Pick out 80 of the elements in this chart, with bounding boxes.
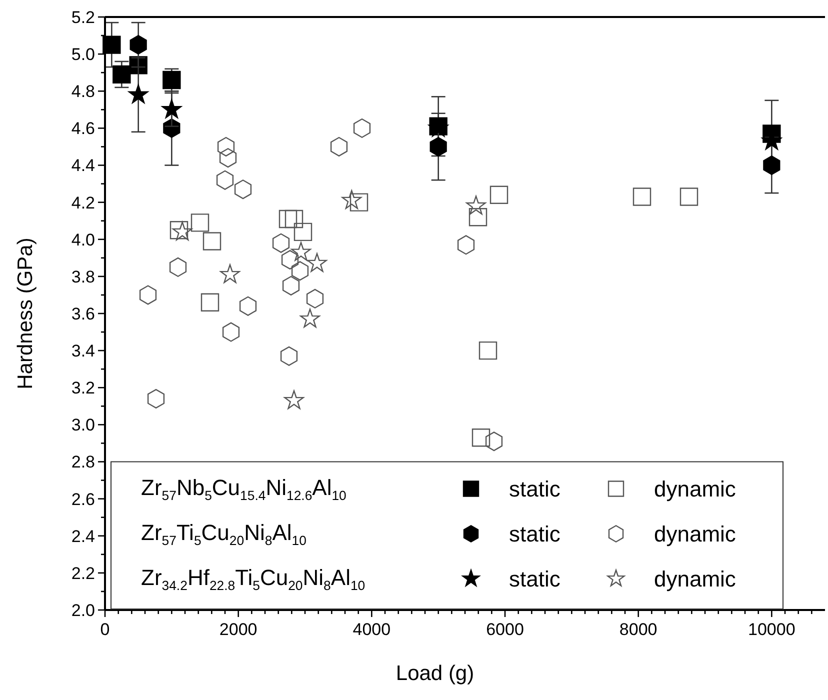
y-tick-label: 2.0 [71,600,95,620]
y-tick-label: 2.2 [71,564,95,583]
point [294,222,312,242]
point [284,210,304,228]
point [162,99,182,118]
x-tick-label: 4000 [352,620,391,639]
x-tick-label: 10000 [748,620,796,639]
point [272,233,290,253]
point [220,264,240,284]
point [300,308,320,328]
point [291,242,311,261]
point [468,208,488,226]
point [139,285,157,305]
legend-label: static [509,521,560,546]
point [284,390,304,410]
legend-label: dynamic [654,521,736,546]
point [342,190,362,209]
legend-label: static [509,476,560,502]
point [112,65,131,84]
y-tick-label: 2.6 [71,490,95,509]
point [219,148,237,168]
point [478,341,498,360]
y-tick-label: 3.2 [71,378,95,398]
point [128,84,148,104]
point [190,214,210,232]
point [102,36,121,54]
point [291,261,309,281]
point [306,288,324,308]
y-tick-label: 2.8 [71,452,95,472]
point [763,155,780,176]
y-tick-label: 3.8 [71,267,95,286]
point [280,346,298,366]
y-tick-label: 3.0 [71,416,95,435]
y-tick-label: 4.4 [71,156,95,176]
point [632,188,652,206]
y-tick-label: 4.2 [71,193,95,212]
y-tick-label: 4.8 [71,82,95,102]
point [147,388,165,409]
point [353,118,371,138]
x-tick-label: 2000 [219,620,258,639]
y-tick-label: 4.6 [71,119,95,138]
legend-label: dynamic [654,566,736,592]
point [234,180,252,200]
x-tick-label: 6000 [486,620,524,639]
x-axis-title: Load (g) [396,662,474,685]
point [216,170,234,190]
point [282,276,300,296]
point [217,136,235,156]
text: Zr$_{57}$Ti$_{5}$Cu$_{20}$Ni$_{8}$Al$_{10}$ [141,520,306,548]
point [680,188,698,206]
y-tick-label: 3.6 [71,304,95,324]
x-tick-label: 0 [100,620,110,639]
point [490,186,508,204]
point [330,136,348,156]
y-tick-label: 3.4 [71,342,95,361]
y-tick-label: 2.4 [71,526,95,546]
point [281,250,299,270]
y-axis-title: Hardness (GPa) [14,238,37,390]
point [485,432,503,452]
point [239,296,257,316]
point [172,222,192,240]
point [130,35,147,55]
x-tick-label: 8000 [619,620,658,639]
text: Zr$_{34.2}$Hf$_{22.8}$Ti$_{5}$Cu$_{20}$Ni$_{8}$Al$_{10}$ [141,564,366,592]
legend-label: dynamic [654,476,736,502]
y-tick-label: 5.0 [71,45,95,64]
point [466,196,486,215]
point [200,293,220,312]
y-tick-label: 5.2 [71,8,95,27]
point [278,210,298,228]
y-tick-label: 4.0 [71,230,95,250]
legend-label: static [509,566,560,592]
point [472,428,490,447]
point [430,136,447,156]
text: Zr$_{57}$Nb$_{5}$Cu$_{15.4}$Ni$_{12.6}$Al$_{10}$ [141,474,346,502]
point [457,235,475,255]
point [307,253,327,272]
point [202,232,222,250]
point [169,257,187,277]
point [222,322,240,342]
